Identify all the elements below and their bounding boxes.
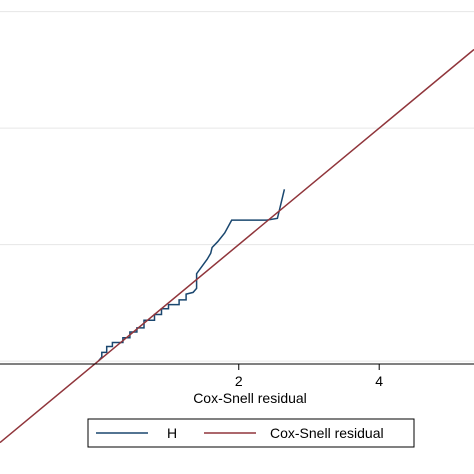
x-tick-label-1: 4 — [375, 373, 383, 389]
series-line-cox-snell-residual — [0, 48, 474, 444]
series-line-h — [97, 189, 286, 362]
series-lines — [0, 48, 474, 444]
x-axis-title: Cox-Snell residual — [193, 390, 307, 406]
legend-label-h: H — [167, 425, 177, 441]
gridlines — [0, 11, 474, 362]
x-tick-label-0: 2 — [235, 373, 243, 389]
legend-label-cox-snell-residual: Cox-Snell residual — [270, 425, 384, 441]
legend: H Cox-Snell residual — [87, 418, 415, 448]
